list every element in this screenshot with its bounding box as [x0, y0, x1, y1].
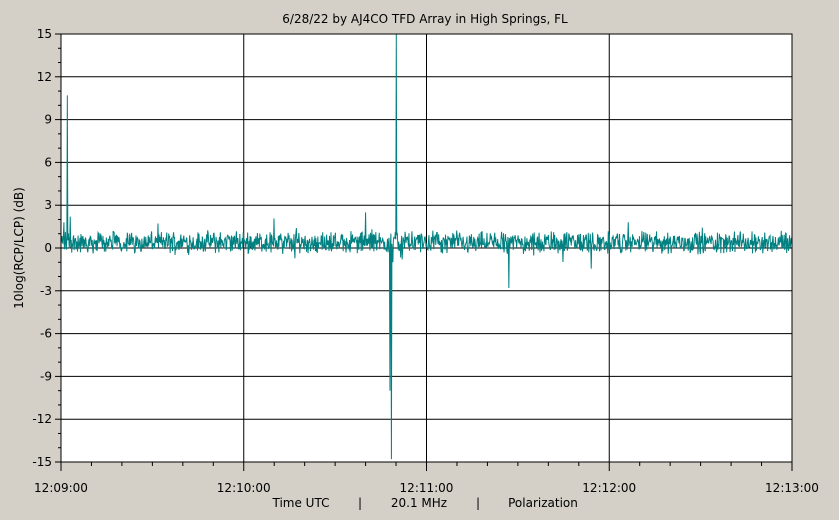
y-tick-label: 12	[37, 70, 52, 84]
polarization-series-line	[60, 33, 793, 460]
y-tick-label: -6	[40, 327, 52, 341]
y-tick-label: -12	[32, 412, 52, 426]
x-tick-label: 12:09:00	[34, 481, 88, 495]
y-tick-label: -15	[32, 455, 52, 469]
x-label-sep-1: |	[358, 496, 362, 510]
x-label-sep-2: |	[476, 496, 480, 510]
y-tick-label: 3	[44, 198, 52, 212]
y-tick-label: -9	[40, 369, 52, 383]
x-label-time: Time UTC	[272, 496, 330, 510]
y-axis: 15 12 9 6 3 0 -3 -6 -9 -12 -15	[32, 27, 61, 469]
y-tick-label: 9	[44, 113, 52, 127]
x-tick-label: 12:11:00	[400, 481, 454, 495]
y-tick-label: 15	[37, 27, 52, 41]
y-tick-label: 6	[44, 155, 52, 169]
x-tick-label: 12:10:00	[217, 481, 271, 495]
x-tick-label: 12:12:00	[582, 481, 636, 495]
y-tick-label: -3	[40, 284, 52, 298]
x-label-mode: Polarization	[508, 496, 578, 510]
series-layer	[60, 33, 793, 460]
x-tick-label: 12:13:00	[765, 481, 819, 495]
chart-title: 6/28/22 by AJ4CO TFD Array in High Sprin…	[282, 12, 568, 26]
y-axis-label: 10log(RCP/LCP) (dB)	[12, 187, 26, 309]
x-label-frequency: 20.1 MHz	[391, 496, 447, 510]
x-axis: 12:09:00 12:10:00 12:11:00 12:12:00 12:13:00	[34, 462, 819, 495]
y-tick-label: 0	[44, 241, 52, 255]
